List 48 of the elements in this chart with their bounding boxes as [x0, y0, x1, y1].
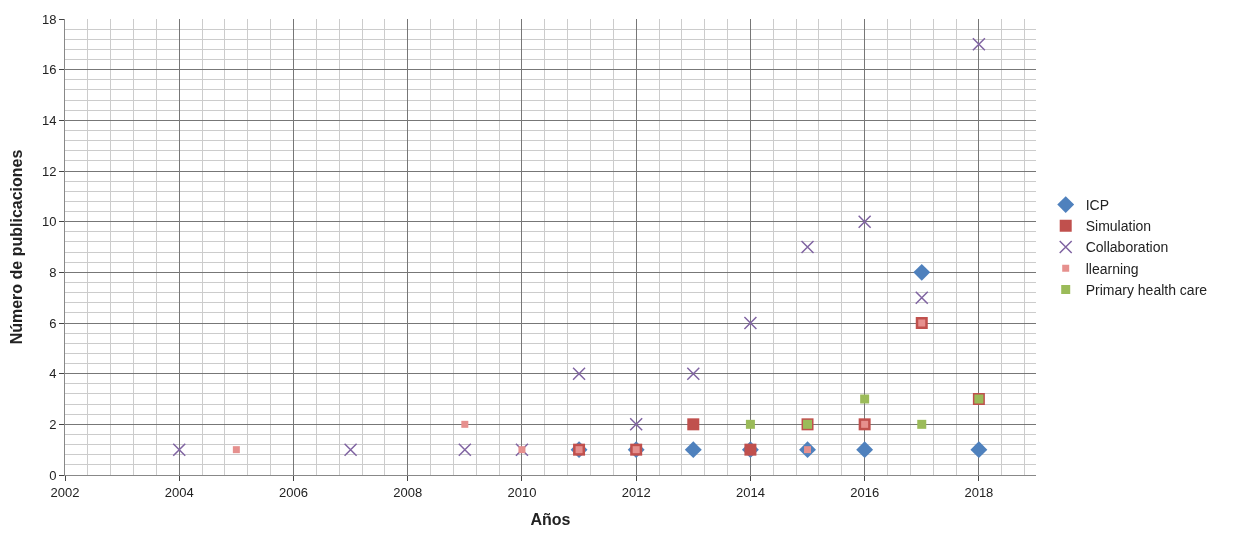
- legend-label: Primary health care: [1085, 281, 1208, 298]
- point: [687, 418, 700, 431]
- y-tick-label: 8: [49, 264, 57, 280]
- point: [686, 366, 701, 381]
- point: [172, 442, 186, 457]
- point: [629, 417, 643, 432]
- point: [232, 446, 240, 454]
- x-tick-label: 2006: [279, 484, 308, 500]
- x-tick-label: 2018: [964, 484, 994, 500]
- y-tick-label: 10: [41, 214, 57, 230]
- x-axis-title: Años: [530, 511, 571, 529]
- point: [800, 240, 815, 254]
- point: [915, 290, 929, 305]
- x-tick-label: 2014: [735, 484, 765, 500]
- legend-label: Simulation: [1085, 218, 1152, 235]
- point: [856, 441, 874, 459]
- y-tick-label: 18: [41, 11, 57, 27]
- y-tick-label: 4: [49, 366, 57, 382]
- legend-label: ICP: [1085, 197, 1110, 214]
- point: [518, 446, 526, 454]
- x-tick-label: 2016: [850, 484, 880, 500]
- point: [458, 442, 472, 457]
- point: [461, 420, 469, 428]
- y-axis-title: Número de publicaciones: [7, 149, 25, 345]
- y-tick-label: 0: [49, 467, 57, 483]
- point: [970, 441, 988, 459]
- point: [917, 419, 927, 429]
- legend-label: Collaboration: [1085, 239, 1169, 256]
- y-tick-label: 2: [49, 416, 57, 432]
- legend-label: llearning: [1085, 260, 1139, 277]
- x-tick-label: 2002: [50, 484, 80, 500]
- y-tick-label: 14: [41, 112, 57, 128]
- point: [684, 441, 702, 459]
- x-tick-label: 2012: [621, 484, 651, 500]
- point: [913, 263, 931, 281]
- x-tick-label: 2004: [164, 484, 194, 500]
- point: [972, 37, 986, 52]
- point: [857, 214, 872, 229]
- point: [572, 366, 586, 381]
- x-tick-label: 2008: [393, 484, 423, 500]
- y-tick-label: 12: [41, 163, 57, 179]
- x-tick-label: 2010: [507, 484, 537, 500]
- point: [745, 419, 755, 429]
- point: [860, 394, 870, 404]
- point: [343, 442, 358, 457]
- point: [743, 316, 758, 330]
- y-tick-label: 16: [41, 62, 57, 78]
- y-tick-label: 6: [49, 315, 57, 331]
